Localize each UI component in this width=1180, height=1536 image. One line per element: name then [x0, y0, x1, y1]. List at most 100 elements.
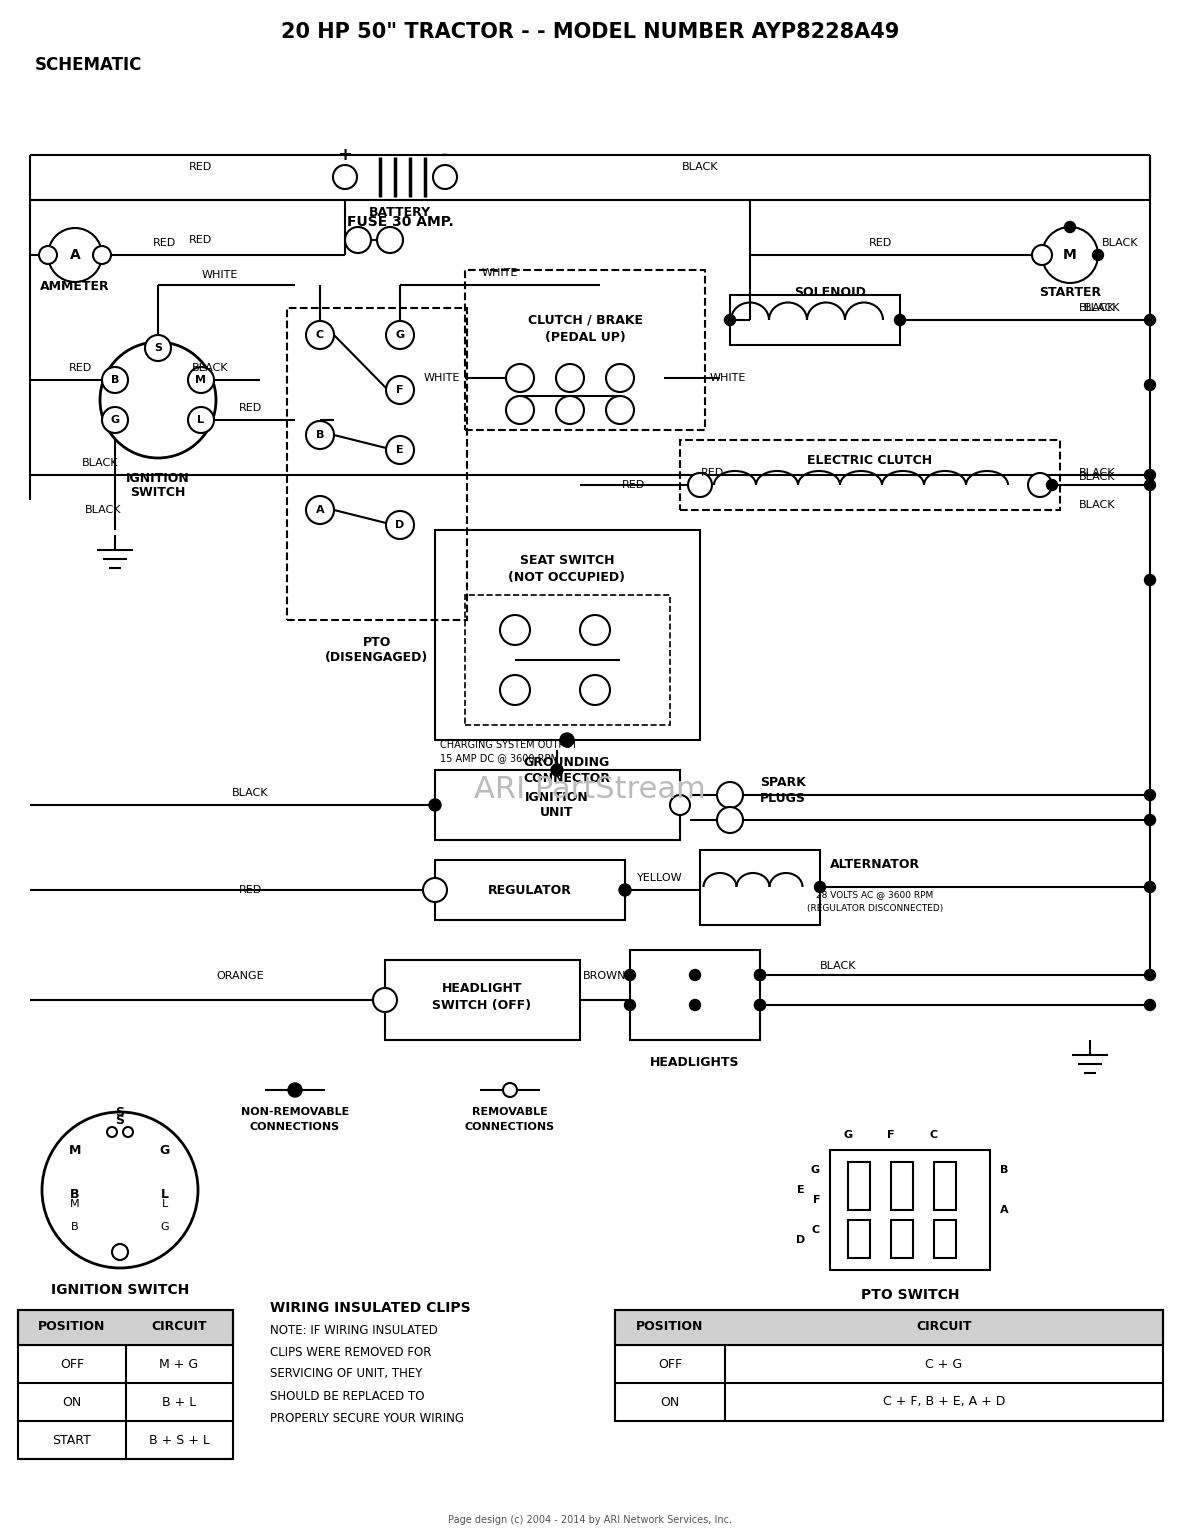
Circle shape	[556, 396, 584, 424]
Text: PLUGS: PLUGS	[760, 793, 806, 805]
Bar	[848, 1163, 870, 1210]
Text: D: D	[795, 1235, 805, 1246]
Text: BATTERY: BATTERY	[369, 206, 431, 218]
Bar	[287, 309, 467, 621]
Text: SWITCH: SWITCH	[130, 485, 185, 499]
Text: 28 VOLTS AC @ 3600 RPM: 28 VOLTS AC @ 3600 RPM	[817, 891, 933, 900]
Text: B: B	[111, 375, 119, 386]
Text: C: C	[930, 1130, 938, 1140]
Bar	[18, 1310, 232, 1459]
Text: AMMETER: AMMETER	[40, 281, 110, 293]
Text: +: +	[337, 146, 353, 164]
Text: CLUTCH / BRAKE: CLUTCH / BRAKE	[527, 313, 642, 327]
Text: POSITION: POSITION	[38, 1321, 106, 1333]
Circle shape	[581, 674, 610, 705]
Bar	[60, 1218, 90, 1236]
Circle shape	[93, 246, 111, 264]
Circle shape	[386, 436, 414, 464]
Text: NOTE: IF WIRING INSULATED: NOTE: IF WIRING INSULATED	[270, 1324, 438, 1336]
Circle shape	[754, 969, 766, 980]
Text: 20 HP 50" TRACTOR - - MODEL NUMBER AYP8228A49: 20 HP 50" TRACTOR - - MODEL NUMBER AYP82…	[281, 22, 899, 41]
Text: BLACK: BLACK	[682, 161, 719, 172]
Text: F: F	[887, 1130, 894, 1140]
Bar	[891, 1220, 913, 1258]
Text: BLACK: BLACK	[1079, 472, 1115, 482]
Text: G: G	[844, 1130, 853, 1140]
Circle shape	[500, 614, 530, 645]
Circle shape	[754, 1000, 766, 1011]
Text: SOLENOID: SOLENOID	[794, 286, 866, 298]
Text: B: B	[999, 1164, 1009, 1175]
Circle shape	[333, 164, 358, 189]
Circle shape	[1145, 315, 1155, 326]
Text: IGNITION SWITCH: IGNITION SWITCH	[51, 1283, 189, 1296]
Text: ON: ON	[63, 1396, 81, 1409]
Text: A: A	[70, 247, 80, 263]
Text: WHITE: WHITE	[202, 270, 238, 280]
Circle shape	[560, 733, 573, 746]
Circle shape	[188, 407, 214, 433]
Text: CHARGING SYSTEM OUTPUT: CHARGING SYSTEM OUTPUT	[440, 740, 577, 750]
Text: ORANGE: ORANGE	[216, 971, 264, 982]
Text: G: G	[811, 1164, 820, 1175]
Circle shape	[551, 763, 563, 776]
Circle shape	[386, 511, 414, 539]
Text: RED: RED	[622, 479, 645, 490]
Bar	[385, 960, 581, 1040]
Text: B + L: B + L	[162, 1396, 196, 1409]
Circle shape	[376, 227, 404, 253]
Text: WHITE: WHITE	[424, 373, 460, 382]
Circle shape	[430, 799, 441, 811]
Circle shape	[894, 315, 905, 326]
Text: BLACK: BLACK	[81, 458, 118, 468]
Text: PTO: PTO	[362, 636, 392, 648]
Bar	[630, 949, 760, 1040]
Text: IGNITION
UNIT: IGNITION UNIT	[525, 791, 589, 819]
Circle shape	[814, 882, 826, 892]
Circle shape	[1093, 249, 1103, 261]
Circle shape	[503, 1083, 517, 1097]
Text: ALTERNATOR: ALTERNATOR	[830, 859, 920, 871]
Circle shape	[620, 885, 631, 895]
Text: E: E	[396, 445, 404, 455]
Circle shape	[373, 988, 396, 1012]
Text: NON-REMOVABLE: NON-REMOVABLE	[241, 1107, 349, 1117]
Bar	[18, 1310, 232, 1346]
Bar	[935, 1163, 956, 1210]
Bar	[891, 1163, 913, 1210]
Bar	[700, 849, 820, 925]
Text: STARTER: STARTER	[1038, 287, 1101, 300]
Text: WHITE: WHITE	[710, 373, 747, 382]
Circle shape	[581, 614, 610, 645]
Text: BLACK: BLACK	[231, 788, 268, 799]
Circle shape	[506, 364, 535, 392]
Text: D: D	[395, 521, 405, 530]
Bar	[150, 1195, 181, 1213]
Text: REGULATOR: REGULATOR	[489, 883, 572, 897]
Text: CIRCUIT: CIRCUIT	[916, 1321, 972, 1333]
Text: SERVICING OF UNIT, THEY: SERVICING OF UNIT, THEY	[270, 1367, 422, 1381]
Text: G: G	[160, 1223, 169, 1232]
Text: (DISENGAGED): (DISENGAGED)	[326, 651, 428, 665]
Circle shape	[386, 376, 414, 404]
Circle shape	[1145, 1000, 1155, 1011]
Text: A: A	[999, 1206, 1009, 1215]
Text: CONNECTIONS: CONNECTIONS	[250, 1121, 340, 1132]
Text: HEADLIGHT: HEADLIGHT	[441, 982, 523, 994]
Text: RED: RED	[153, 238, 177, 247]
Text: RED: RED	[238, 402, 262, 413]
Circle shape	[1145, 790, 1155, 800]
Text: B + S + L: B + S + L	[149, 1433, 209, 1447]
Circle shape	[101, 407, 127, 433]
Text: L: L	[197, 415, 204, 425]
Bar	[830, 1150, 990, 1270]
Text: BLACK: BLACK	[1079, 468, 1115, 478]
Text: C: C	[316, 330, 324, 339]
Bar	[60, 1195, 90, 1213]
Text: ARI PartStream: ARI PartStream	[474, 776, 706, 805]
Circle shape	[288, 1083, 302, 1097]
Circle shape	[1145, 574, 1155, 585]
Bar	[680, 439, 1060, 510]
Circle shape	[1145, 470, 1155, 481]
Text: WIRING INSULATED CLIPS: WIRING INSULATED CLIPS	[270, 1301, 471, 1315]
